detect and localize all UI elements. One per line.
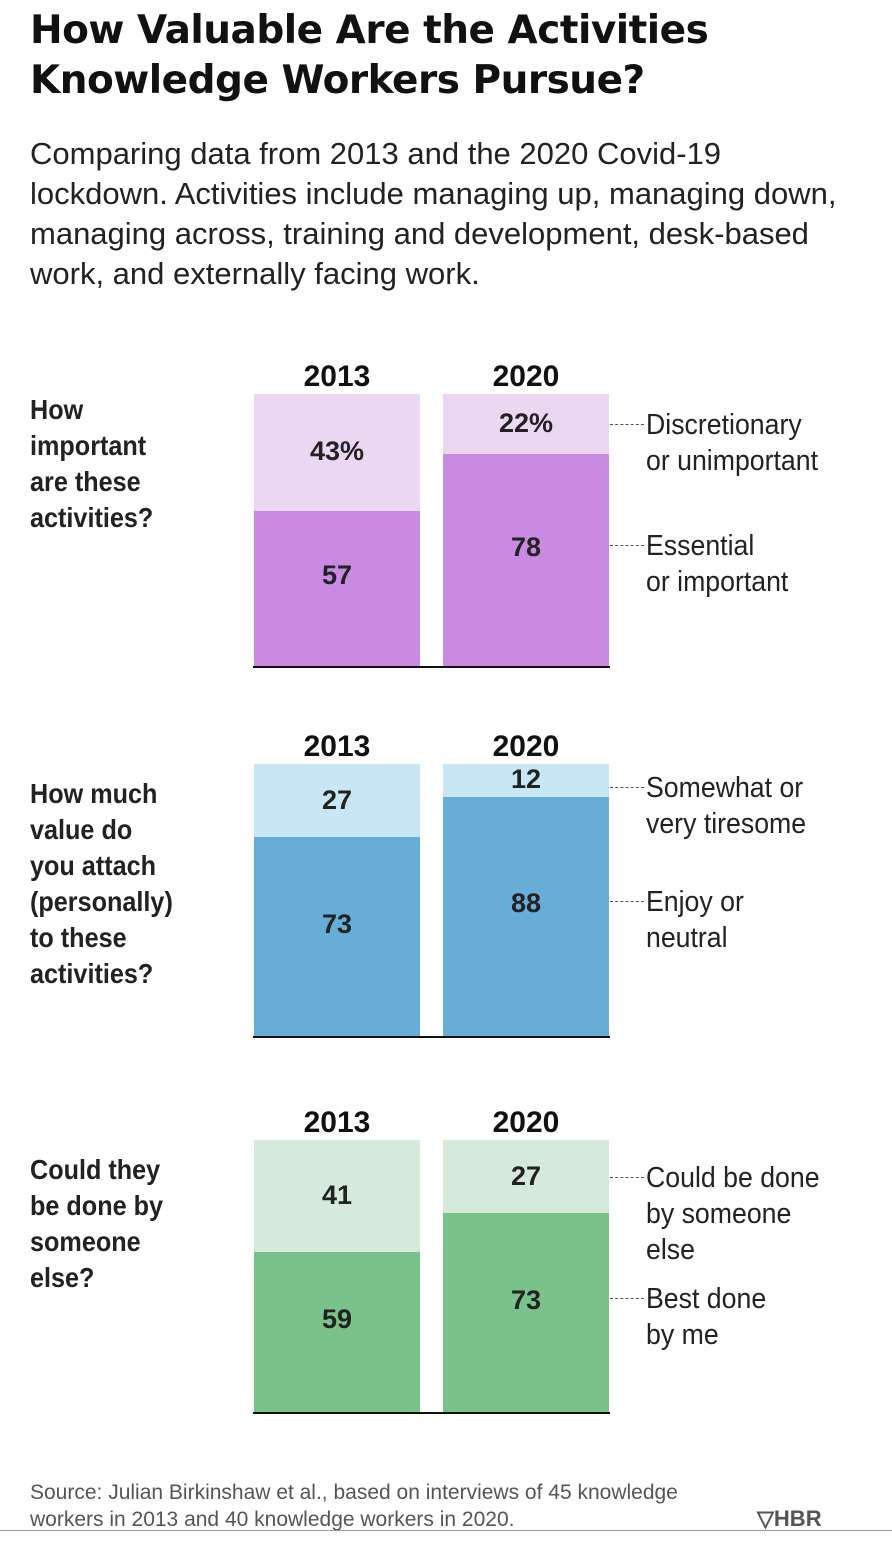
question-line: (personally) — [30, 886, 173, 917]
leader-line — [610, 423, 644, 425]
bottom-rule — [0, 1530, 892, 1531]
question-line: be done by — [30, 1190, 164, 1221]
data-label: 78 — [510, 531, 542, 562]
legend-line: Essential — [646, 529, 755, 562]
data-label: 59 — [321, 1303, 353, 1334]
legend-label: Essential or important — [646, 528, 788, 600]
question-line: important — [30, 430, 147, 461]
question-line: you attach — [30, 850, 157, 881]
leader-line — [610, 901, 644, 903]
bar-segment-lower — [254, 1251, 420, 1412]
chart-panel: How important are these activities? 2013 43% 5… — [0, 360, 892, 680]
year-label: 2020 — [492, 360, 560, 393]
hbr-logo: ▽HBR — [757, 1506, 822, 1532]
chart-panel: Could they be done by someone else? 2013 41 59… — [0, 1106, 892, 1426]
stacked-bar: 27 73 — [443, 1140, 609, 1412]
year-label: 2020 — [492, 1106, 560, 1139]
legend-line: by someone — [646, 1197, 792, 1230]
leader-line — [610, 1176, 644, 1178]
bar-segment-lower — [443, 1213, 609, 1412]
bar-segment-upper — [443, 394, 609, 454]
question-line: Could they — [30, 1154, 161, 1185]
legend-line: by me — [646, 1318, 719, 1351]
question-label: How much value do you attach (personally) to… — [30, 776, 210, 992]
legend-line: Best done — [646, 1282, 767, 1315]
logo-text: HBR — [773, 1506, 822, 1531]
shield-icon: ▽ — [757, 1506, 774, 1531]
stacked-bar: 43% 57 — [254, 394, 420, 666]
year-label: 2020 — [492, 730, 560, 763]
legend-label: Best done by me — [646, 1281, 766, 1353]
legend-line: Discretionary — [646, 408, 802, 441]
year-label: 2013 — [303, 360, 371, 393]
chart-panel: How much value do you attach (personally) to… — [0, 730, 892, 1050]
data-label: 41 — [321, 1179, 353, 1210]
stacked-bar: 22% 78 — [443, 394, 609, 666]
chart-subtitle: Comparing data from 2013 and the 2020 Co… — [30, 136, 837, 291]
source-note: Source: Julian Birkinshaw et al., based … — [30, 1481, 678, 1531]
bar-segment-upper — [254, 764, 420, 838]
data-label: 73 — [321, 908, 353, 939]
bar-segment-upper — [254, 394, 420, 511]
question-line: activities? — [30, 958, 154, 989]
question-line: activities? — [30, 502, 154, 533]
leader-line — [610, 1297, 644, 1299]
legend-line: Somewhat or — [646, 772, 804, 804]
data-label: 27 — [510, 1160, 542, 1191]
question-line: How much — [30, 778, 158, 809]
legend-line: very tiresome — [646, 808, 807, 840]
legend-label: Could be done by someone else — [646, 1160, 820, 1268]
bar-segment-upper — [443, 764, 609, 797]
bar-segment-lower — [443, 453, 609, 666]
data-label: 22% — [498, 407, 554, 438]
leader-line — [610, 544, 644, 546]
question-line: value do — [30, 814, 133, 845]
legend-line: neutral — [646, 922, 728, 955]
question-label: Could they be done by someone else? — [30, 1152, 210, 1296]
leader-line — [610, 787, 644, 788]
chart-title: How Valuable Are the Activities Knowledg… — [30, 8, 709, 103]
chart-baseline — [253, 1036, 610, 1038]
legend-label: Enjoy or neutral — [646, 884, 744, 956]
year-label: 2013 — [303, 1106, 371, 1139]
legend-line: or important — [646, 565, 789, 598]
question-line: else? — [30, 1262, 95, 1293]
bar-segment-upper — [443, 1140, 609, 1214]
question-line: How — [30, 394, 84, 425]
legend-label: Discretionary or unimportant — [646, 407, 818, 479]
stacked-bar: 12 88 — [443, 764, 609, 1036]
chart-baseline — [253, 1412, 610, 1414]
question-label: How important are these activities? — [30, 392, 210, 536]
legend-label: Somewhat or very tiresome — [646, 770, 806, 842]
data-label: 57 — [321, 560, 353, 591]
bar-segment-lower — [443, 796, 609, 1036]
question-line: someone — [30, 1226, 141, 1257]
bar-segment-lower — [254, 837, 420, 1036]
data-label: 43% — [309, 436, 365, 467]
year-label: 2013 — [303, 730, 371, 763]
question-line: to these — [30, 922, 127, 953]
data-label: 88 — [510, 888, 542, 919]
stacked-bar: 41 59 — [254, 1140, 420, 1412]
question-line: are these — [30, 466, 141, 497]
legend-line: else — [646, 1233, 695, 1266]
chart-baseline — [253, 666, 610, 668]
stacked-bar: 27 73 — [254, 764, 420, 1036]
data-label: 12 — [510, 764, 542, 795]
data-label: 73 — [510, 1284, 542, 1315]
data-label: 27 — [321, 784, 353, 815]
legend-line: Could be done — [646, 1161, 820, 1194]
bar-segment-upper — [254, 1140, 420, 1252]
legend-line: or unimportant — [646, 444, 819, 477]
bar-segment-lower — [254, 510, 420, 666]
legend-line: Enjoy or — [646, 886, 744, 919]
